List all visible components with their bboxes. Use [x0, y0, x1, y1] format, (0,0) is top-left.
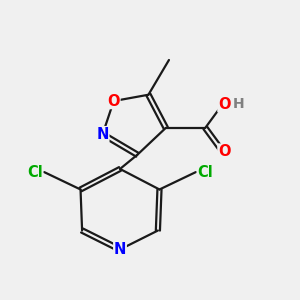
Text: Cl: Cl: [27, 165, 43, 180]
Text: N: N: [114, 242, 126, 257]
Text: N: N: [96, 127, 109, 142]
Text: O: O: [218, 144, 230, 159]
Text: H: H: [232, 97, 244, 111]
Text: O: O: [218, 97, 230, 112]
Text: Cl: Cl: [197, 165, 213, 180]
Text: O: O: [107, 94, 120, 109]
